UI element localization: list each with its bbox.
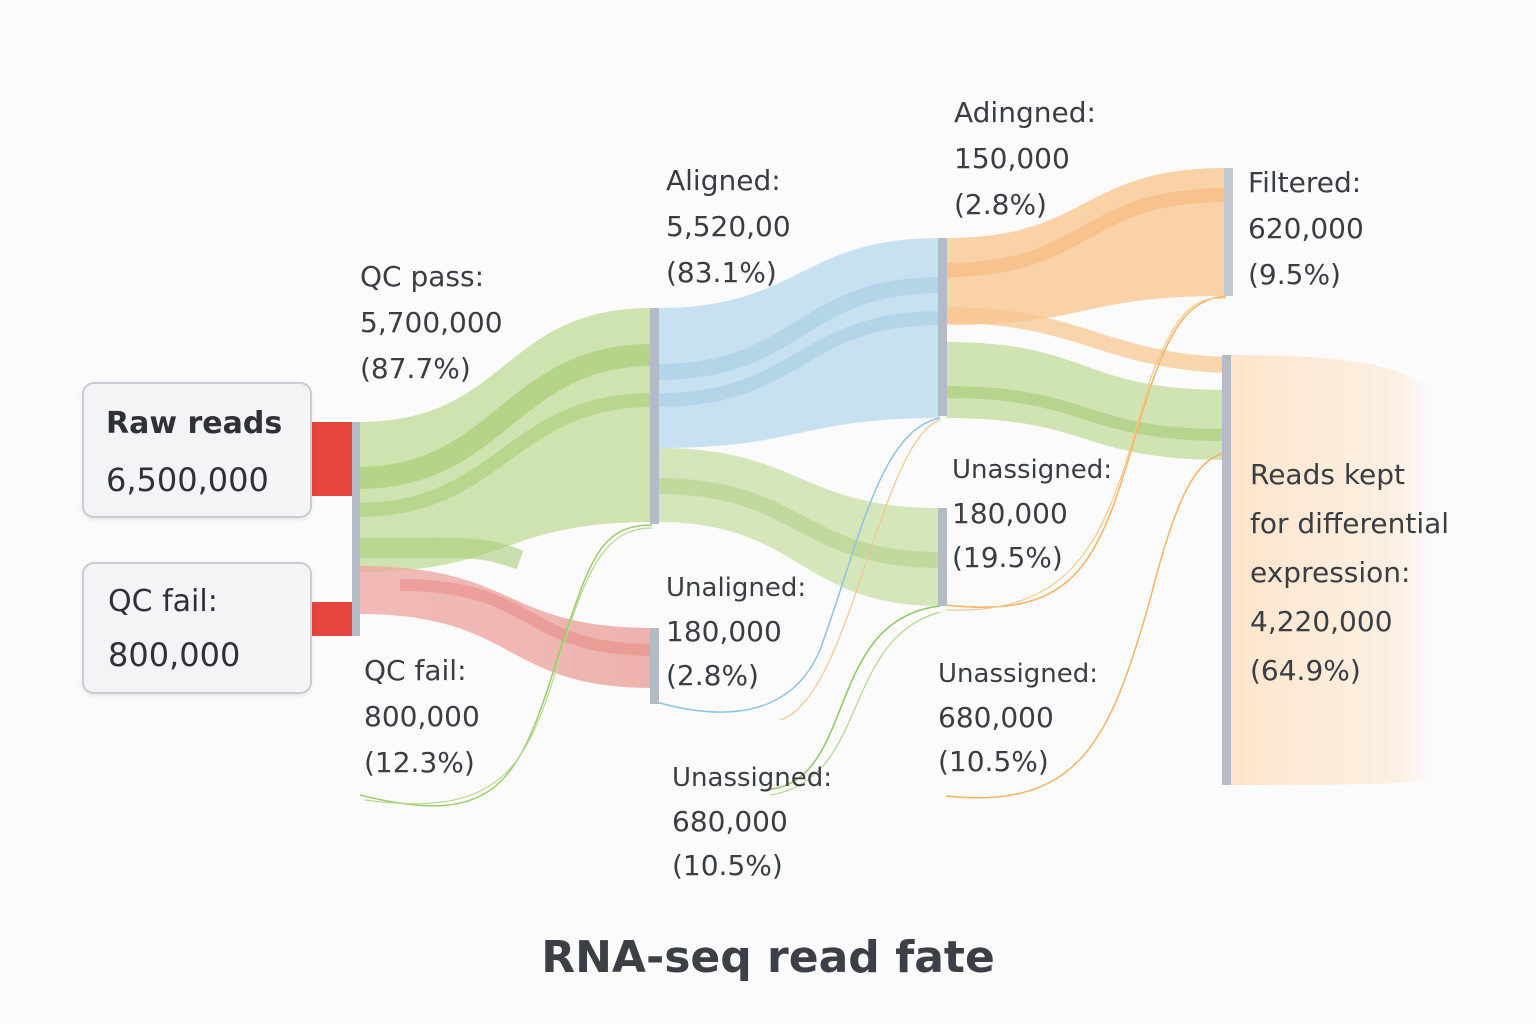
thin-link-green-4 — [769, 611, 941, 796]
qc-fail-box: QC fail: 800,000 — [82, 562, 312, 694]
flow-aligned-to-kept-strand — [945, 386, 1227, 441]
flow-raw-to-fail — [358, 566, 654, 688]
label-kept: Reads kept for differential expression: … — [1250, 450, 1449, 695]
node-bar-kept — [1222, 355, 1231, 785]
kept-pct: (64.9%) — [1250, 654, 1361, 687]
kept-value: 4,220,000 — [1250, 605, 1393, 638]
kept-label-line-2: for differential — [1250, 507, 1450, 540]
thin-link-orange-2 — [945, 295, 1227, 608]
unassigned-low-label: Unassigned: — [672, 763, 832, 793]
raw-reads-bar — [312, 422, 352, 496]
node-bar-unassigned-mid — [938, 508, 947, 606]
unaligned-pct: (2.8%) — [666, 659, 759, 692]
unaligned-label: Unaligned: — [666, 573, 807, 603]
kept-label-line-1: Reads kept — [1250, 458, 1406, 491]
qc-pass-value: 5,700,000 — [360, 306, 503, 339]
label-aligned: Aligned: 5,520,00 (83.1%) — [666, 158, 791, 296]
unaligned-value: 180,000 — [666, 615, 782, 648]
qc-pass-pct: (87.7%) — [360, 352, 471, 385]
qc-fail-pct: (12.3%) — [364, 746, 475, 779]
thin-link-orange-1 — [779, 419, 941, 721]
unassigned-low-value: 680,000 — [672, 805, 788, 838]
node-bar-aligned — [938, 238, 947, 416]
kept-node-area — [1228, 355, 1440, 785]
label-unassigned-right: Unassigned: 680,000 (10.5%) — [938, 652, 1098, 784]
thin-link-green-3 — [759, 605, 941, 791]
qc-fail-box-value: 800,000 — [108, 636, 241, 674]
filtered-value: 620,000 — [1248, 212, 1364, 245]
raw-reads-value: 6,500,000 — [106, 461, 269, 499]
diagram-title: RNA-seq read fate — [541, 932, 995, 983]
adingned-value: 150,000 — [954, 142, 1070, 175]
aligned-value: 5,520,00 — [666, 210, 791, 243]
label-adingned: Adingned: 150,000 (2.8%) — [954, 90, 1096, 228]
unassigned-mid-label: Unassigned: — [952, 455, 1112, 485]
unassigned-mid-value: 180,000 — [952, 497, 1068, 530]
flow-raw-to-pass-strand-3 — [357, 537, 524, 570]
raw-reads-box: Raw reads 6,500,000 — [82, 382, 312, 518]
qc-fail-box-label: QC fail: — [108, 584, 218, 619]
flow-raw-to-pass-strand-2 — [357, 393, 653, 517]
label-qc-fail: QC fail: 800,000 (12.3%) — [364, 648, 480, 786]
adingned-pct: (2.8%) — [954, 188, 1047, 221]
unassigned-low-pct: (10.5%) — [672, 849, 783, 882]
node-bar-filtered — [1224, 168, 1233, 296]
qc-fail-bar — [312, 602, 352, 636]
label-unassigned-low: Unassigned: 680,000 (10.5%) — [672, 756, 832, 888]
thin-link-green-1 — [359, 524, 653, 807]
qc-pass-label: QC pass: — [360, 260, 485, 293]
aligned-pct: (83.1%) — [666, 256, 777, 289]
flow-raw-to-fail-strand — [399, 579, 655, 656]
label-filtered: Filtered: 620,000 (9.5%) — [1248, 160, 1364, 298]
flow-raw-to-pass-strand — [357, 344, 653, 489]
unassigned-right-value: 680,000 — [938, 701, 1054, 734]
thin-link-orange-3 — [945, 297, 1227, 611]
label-qc-pass: QC pass: 5,700,000 (87.7%) — [360, 254, 503, 392]
thin-link-blue — [655, 417, 941, 713]
label-unaligned: Unaligned: 180,000 (2.8%) — [666, 566, 806, 698]
unassigned-mid-pct: (19.5%) — [952, 541, 1063, 574]
node-bar-qc-fail — [650, 628, 659, 704]
flow-pass-to-aligned-strand-2 — [657, 311, 941, 407]
flow-pass-to-aligned-strand — [657, 277, 941, 380]
node-bar-source — [352, 422, 360, 636]
raw-reads-label: Raw reads — [106, 406, 283, 441]
qc-fail-label: QC fail: — [364, 654, 467, 687]
filtered-pct: (9.5%) — [1248, 258, 1341, 291]
label-unassigned-mid: Unassigned: 180,000 (19.5%) — [952, 448, 1112, 580]
unassigned-right-pct: (10.5%) — [938, 745, 1049, 778]
filtered-label: Filtered: — [1248, 166, 1362, 199]
unassigned-right-label: Unassigned: — [938, 659, 1098, 689]
flow-aligned-to-kept-orange — [945, 307, 1227, 373]
qc-fail-value: 800,000 — [364, 700, 480, 733]
aligned-label: Aligned: — [666, 164, 781, 197]
thin-link-green-2 — [364, 527, 653, 805]
flow-pass-to-unassigned-strand — [657, 478, 941, 568]
thin-link-orange-4 — [945, 451, 1227, 799]
node-bar-qc-pass — [650, 308, 659, 524]
kept-label-line-3: expression: — [1250, 556, 1411, 589]
adingned-label: Adingned: — [954, 96, 1096, 129]
flow-aligned-to-filtered-strand — [945, 188, 1227, 277]
